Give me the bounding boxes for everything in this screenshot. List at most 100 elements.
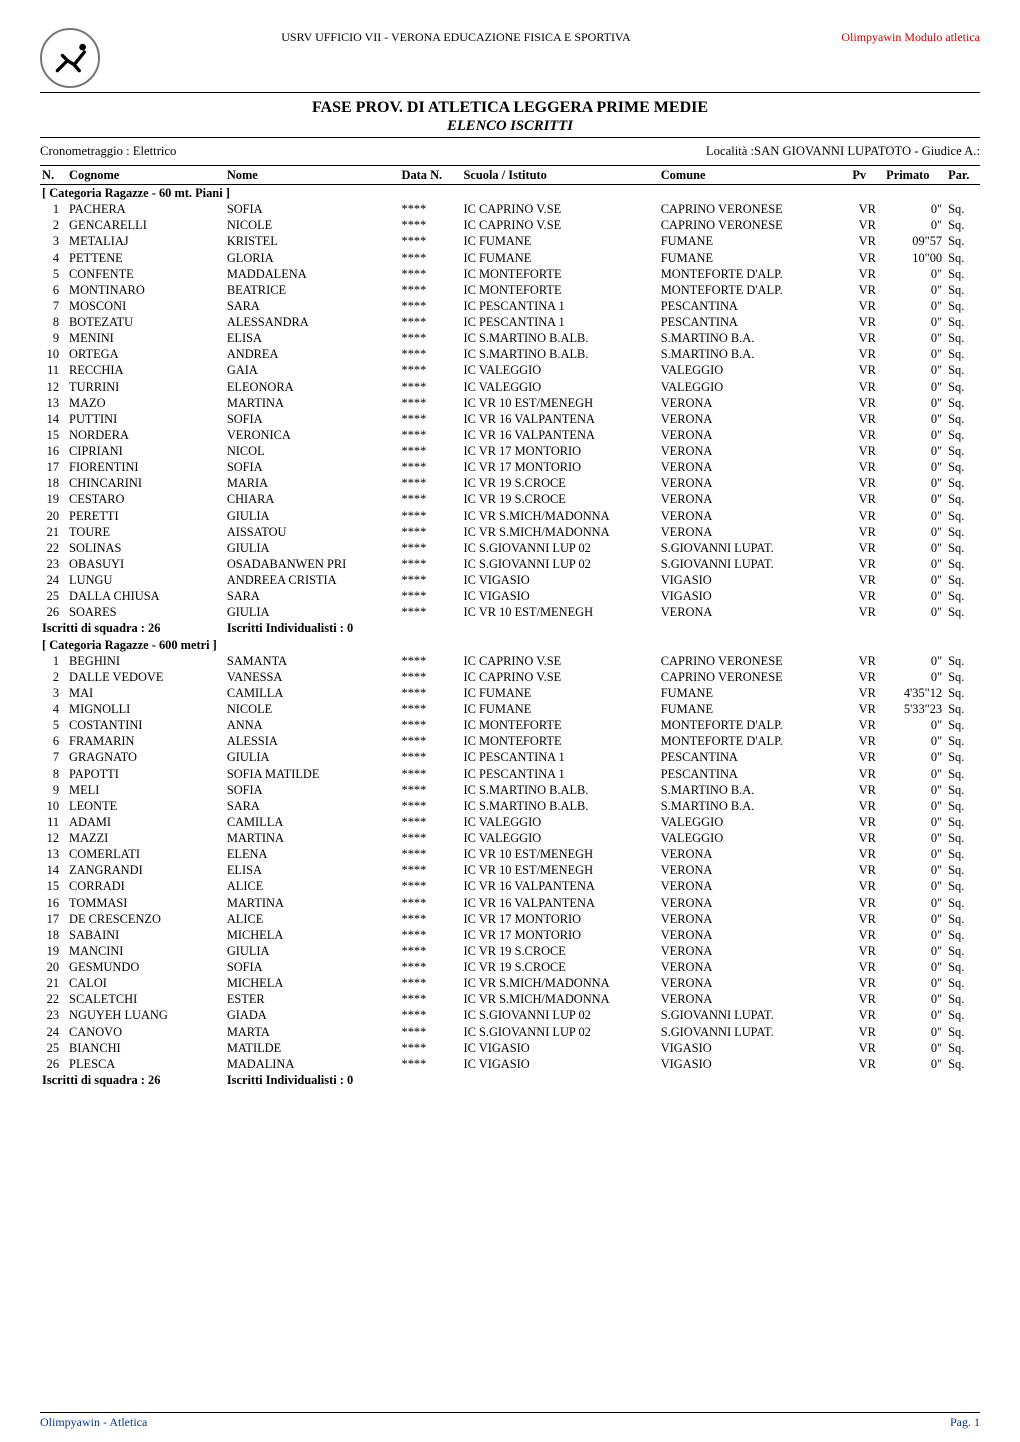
cell-pv: VR <box>850 814 884 830</box>
cell-par: Sq. <box>946 653 980 669</box>
cell-par: Sq. <box>946 846 980 862</box>
cell-primato: 0" <box>884 814 946 830</box>
cell-pv: VR <box>850 233 884 249</box>
cell-par: Sq. <box>946 685 980 701</box>
cell-comune: VIGASIO <box>659 1056 851 1072</box>
cell-cognome: COMERLATI <box>67 846 225 862</box>
page: USRV UFFICIO VII - VERONA EDUCAZIONE FIS… <box>0 0 1020 1442</box>
cell-n: 19 <box>40 943 67 959</box>
cell-pv: VR <box>850 524 884 540</box>
cell-n: 11 <box>40 814 67 830</box>
cell-comune: S.MARTINO B.A. <box>659 782 851 798</box>
cell-comune: VERONA <box>659 911 851 927</box>
cell-nome: NICOLE <box>225 217 400 233</box>
cell-par: Sq. <box>946 830 980 846</box>
cell-primato: 0" <box>884 217 946 233</box>
table-row: 23OBASUYIOSADABANWEN PRI****IC S.GIOVANN… <box>40 556 980 572</box>
cell-data: **** <box>400 862 462 878</box>
cell-cognome: MONTINARO <box>67 282 225 298</box>
cell-data: **** <box>400 475 462 491</box>
cell-primato: 0" <box>884 346 946 362</box>
cell-data: **** <box>400 411 462 427</box>
cell-par: Sq. <box>946 895 980 911</box>
summary-squadra: Iscritti di squadra : 26 <box>40 620 225 636</box>
cell-n: 25 <box>40 588 67 604</box>
cell-par: Sq. <box>946 411 980 427</box>
cell-comune: VIGASIO <box>659 1040 851 1056</box>
cell-cognome: NORDERA <box>67 427 225 443</box>
top-right-link[interactable]: Olimpyawin Modulo atletica <box>800 28 980 45</box>
table-row: 1PACHERASOFIA****IC CAPRINO V.SECAPRINO … <box>40 201 980 217</box>
table-row: 2DALLE VEDOVEVANESSA****IC CAPRINO V.SEC… <box>40 669 980 685</box>
cell-cognome: GRAGNATO <box>67 749 225 765</box>
cell-scuola: IC VR 10 EST/MENEGH <box>462 862 659 878</box>
cell-pv: VR <box>850 588 884 604</box>
cell-n: 3 <box>40 233 67 249</box>
cell-primato: 0" <box>884 895 946 911</box>
category-header-row: [ Categoria Ragazze - 60 mt. Piani ] <box>40 185 980 202</box>
cell-nome: SARA <box>225 798 400 814</box>
cell-pv: VR <box>850 314 884 330</box>
cell-par: Sq. <box>946 362 980 378</box>
cell-n: 18 <box>40 927 67 943</box>
cell-comune: MONTEFORTE D'ALP. <box>659 733 851 749</box>
table-row: 23NGUYEH LUANGGIADA****IC S.GIOVANNI LUP… <box>40 1007 980 1023</box>
cell-comune: FUMANE <box>659 685 851 701</box>
cell-scuola: IC VR S.MICH/MADONNA <box>462 991 659 1007</box>
table-row: 25BIANCHIMATILDE****IC VIGASIOVIGASIOVR0… <box>40 1040 980 1056</box>
cell-data: **** <box>400 943 462 959</box>
cell-pv: VR <box>850 379 884 395</box>
cell-comune: CAPRINO VERONESE <box>659 217 851 233</box>
cell-par: Sq. <box>946 201 980 217</box>
cell-n: 14 <box>40 411 67 427</box>
cell-pv: VR <box>850 459 884 475</box>
cell-data: **** <box>400 911 462 927</box>
cell-n: 16 <box>40 443 67 459</box>
cell-nome: AISSATOU <box>225 524 400 540</box>
cell-comune: VERONA <box>659 491 851 507</box>
cell-scuola: IC CAPRINO V.SE <box>462 669 659 685</box>
cell-comune: CAPRINO VERONESE <box>659 653 851 669</box>
cell-pv: VR <box>850 991 884 1007</box>
cell-pv: VR <box>850 298 884 314</box>
cell-scuola: IC VR 17 MONTORIO <box>462 927 659 943</box>
cell-scuola: IC S.MARTINO B.ALB. <box>462 330 659 346</box>
cell-par: Sq. <box>946 217 980 233</box>
cell-n: 9 <box>40 330 67 346</box>
cell-primato: 0" <box>884 443 946 459</box>
cell-nome: MARTA <box>225 1024 400 1040</box>
cell-scuola: IC VIGASIO <box>462 572 659 588</box>
table-row: 4PETTENEGLORIA****IC FUMANEFUMANEVR10"00… <box>40 250 980 266</box>
cell-par: Sq. <box>946 588 980 604</box>
cell-primato: 0" <box>884 975 946 991</box>
cell-n: 24 <box>40 572 67 588</box>
cell-data: **** <box>400 798 462 814</box>
table-row: 1BEGHINISAMANTA****IC CAPRINO V.SECAPRIN… <box>40 653 980 669</box>
cell-n: 10 <box>40 798 67 814</box>
cell-par: Sq. <box>946 717 980 733</box>
cell-par: Sq. <box>946 443 980 459</box>
cell-scuola: IC S.GIOVANNI LUP 02 <box>462 556 659 572</box>
cell-n: 6 <box>40 733 67 749</box>
cell-data: **** <box>400 491 462 507</box>
cell-n: 9 <box>40 782 67 798</box>
cell-pv: VR <box>850 798 884 814</box>
cell-par: Sq. <box>946 798 980 814</box>
cell-comune: VERONA <box>659 878 851 894</box>
cell-par: Sq. <box>946 766 980 782</box>
cell-par: Sq. <box>946 266 980 282</box>
cell-primato: 0" <box>884 362 946 378</box>
cell-primato: 0" <box>884 878 946 894</box>
cell-pv: VR <box>850 443 884 459</box>
cell-comune: VERONA <box>659 508 851 524</box>
cell-n: 24 <box>40 1024 67 1040</box>
cell-comune: VALEGGIO <box>659 830 851 846</box>
cell-comune: MONTEFORTE D'ALP. <box>659 266 851 282</box>
category-label: [ Categoria Ragazze - 60 mt. Piani ] <box>40 185 980 202</box>
cell-n: 15 <box>40 878 67 894</box>
cell-cognome: ORTEGA <box>67 346 225 362</box>
cell-primato: 0" <box>884 330 946 346</box>
cell-nome: MARTINA <box>225 895 400 911</box>
col-header-scuola: Scuola / Istituto <box>462 166 659 185</box>
cell-primato: 4'35"12 <box>884 685 946 701</box>
